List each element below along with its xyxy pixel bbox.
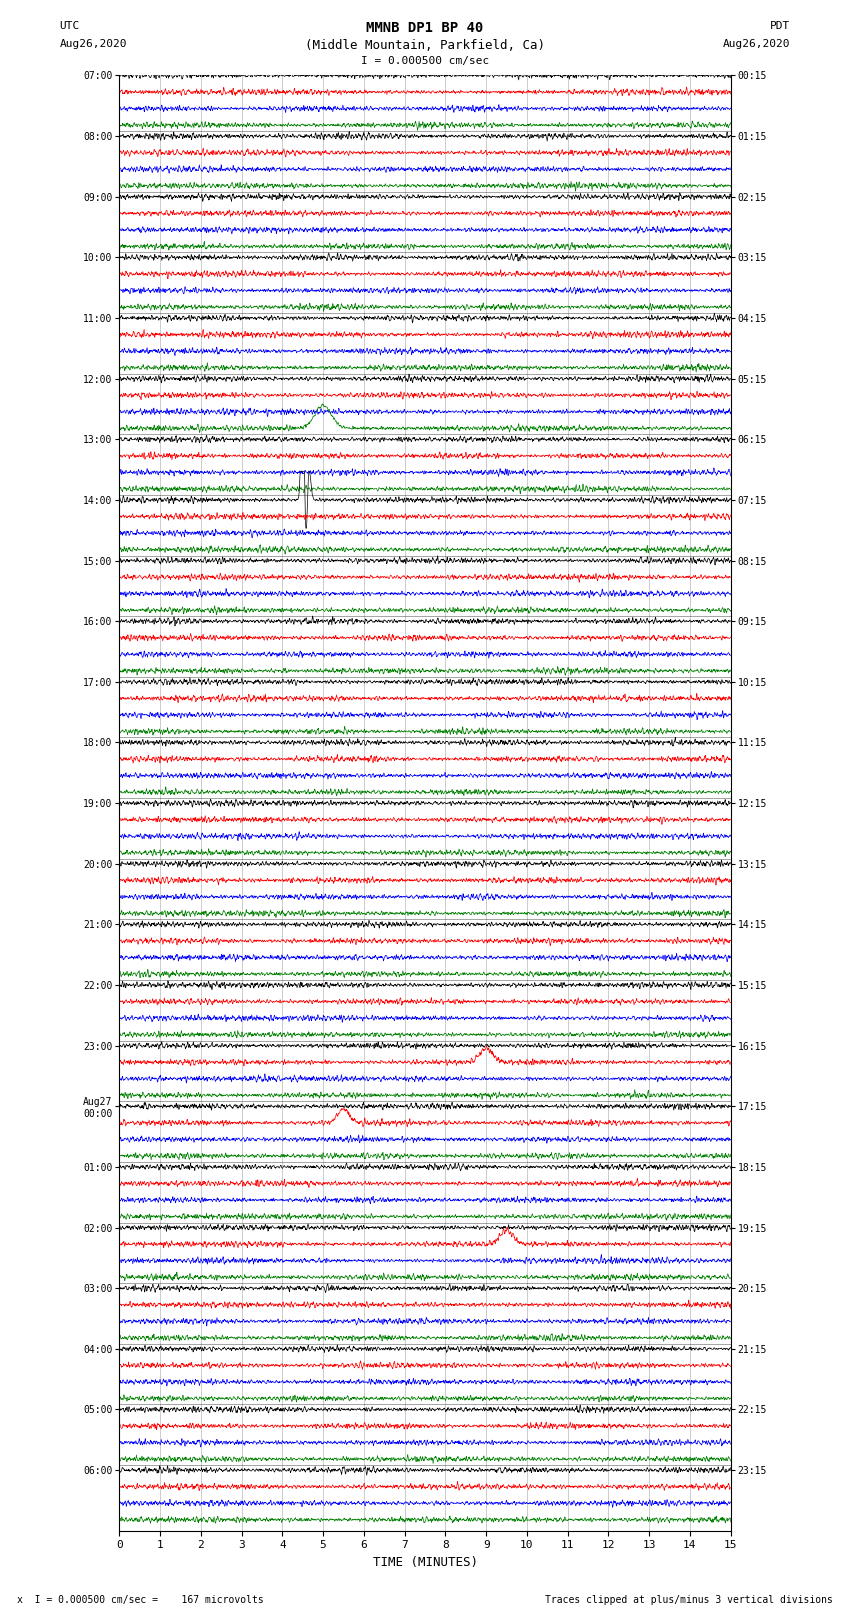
Text: I = 0.000500 cm/sec: I = 0.000500 cm/sec [361, 56, 489, 66]
Text: MMNB DP1 BP 40: MMNB DP1 BP 40 [366, 21, 484, 35]
Text: Aug26,2020: Aug26,2020 [60, 39, 127, 48]
Text: (Middle Mountain, Parkfield, Ca): (Middle Mountain, Parkfield, Ca) [305, 39, 545, 52]
Text: PDT: PDT [770, 21, 790, 31]
Text: Traces clipped at plus/minus 3 vertical divisions: Traces clipped at plus/minus 3 vertical … [545, 1595, 833, 1605]
Text: x  I = 0.000500 cm/sec =    167 microvolts: x I = 0.000500 cm/sec = 167 microvolts [17, 1595, 264, 1605]
X-axis label: TIME (MINUTES): TIME (MINUTES) [372, 1557, 478, 1569]
Text: Aug26,2020: Aug26,2020 [723, 39, 791, 48]
Text: UTC: UTC [60, 21, 80, 31]
